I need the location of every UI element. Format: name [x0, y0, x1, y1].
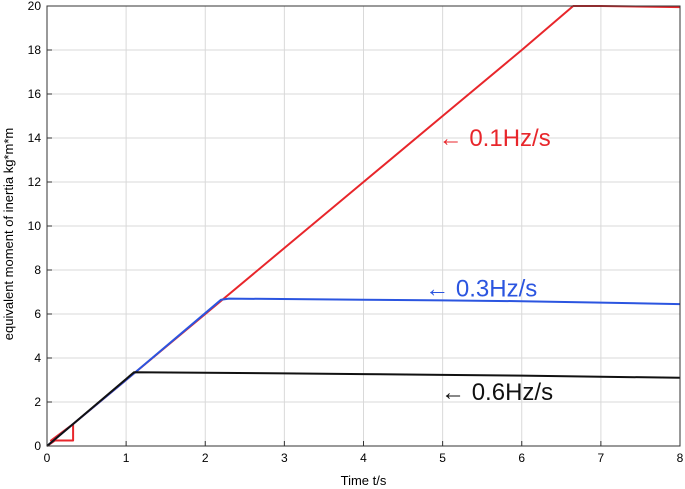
y-tick-label-10: 20 — [28, 0, 42, 13]
x-tick-label-6: 6 — [518, 451, 525, 465]
x-tick-label-5: 5 — [439, 451, 446, 465]
y-axis-ticks: 0 2 4 6 8 10 12 14 16 18 20 — [28, 0, 52, 453]
y-tick-label-8: 16 — [28, 87, 42, 101]
y-tick-label-4: 8 — [34, 263, 41, 277]
y-tick-label-1: 2 — [34, 395, 41, 409]
annotation-2: ← 0.6Hz/s — [441, 379, 553, 406]
x-tick-label-8: 8 — [677, 451, 684, 465]
x-tick-label-3: 3 — [281, 451, 288, 465]
x-axis-ticks: 0 1 2 3 4 5 6 7 8 — [44, 441, 684, 465]
series-line-2 — [46, 371, 681, 447]
y-axis-label: equivalent moment of inertia kg*m*m — [1, 128, 16, 340]
x-tick-label-7: 7 — [598, 451, 605, 465]
annotation-1: ← 0.3Hz/s — [425, 276, 537, 303]
annotations: ← 0.1Hz/s ← 0.3Hz/s ← 0.6Hz/s — [425, 125, 553, 406]
y-tick-label-5: 10 — [28, 219, 42, 233]
y-tick-label-6: 12 — [28, 175, 42, 189]
y-tick-label-3: 6 — [34, 307, 41, 321]
x-tick-label-2: 2 — [202, 451, 209, 465]
y-tick-label-9: 18 — [28, 43, 42, 57]
x-tick-label-4: 4 — [360, 451, 367, 465]
y-tick-label-2: 4 — [34, 351, 41, 365]
series-lines — [46, 5, 681, 447]
grid — [46, 5, 681, 447]
x-tick-label-0: 0 — [44, 451, 51, 465]
annotation-0: ← 0.1Hz/s — [439, 125, 551, 152]
x-axis-label: Time t/s — [341, 473, 387, 488]
x-tick-label-1: 1 — [123, 451, 130, 465]
y-tick-label-0: 0 — [34, 439, 41, 453]
y-tick-label-7: 14 — [28, 131, 42, 145]
